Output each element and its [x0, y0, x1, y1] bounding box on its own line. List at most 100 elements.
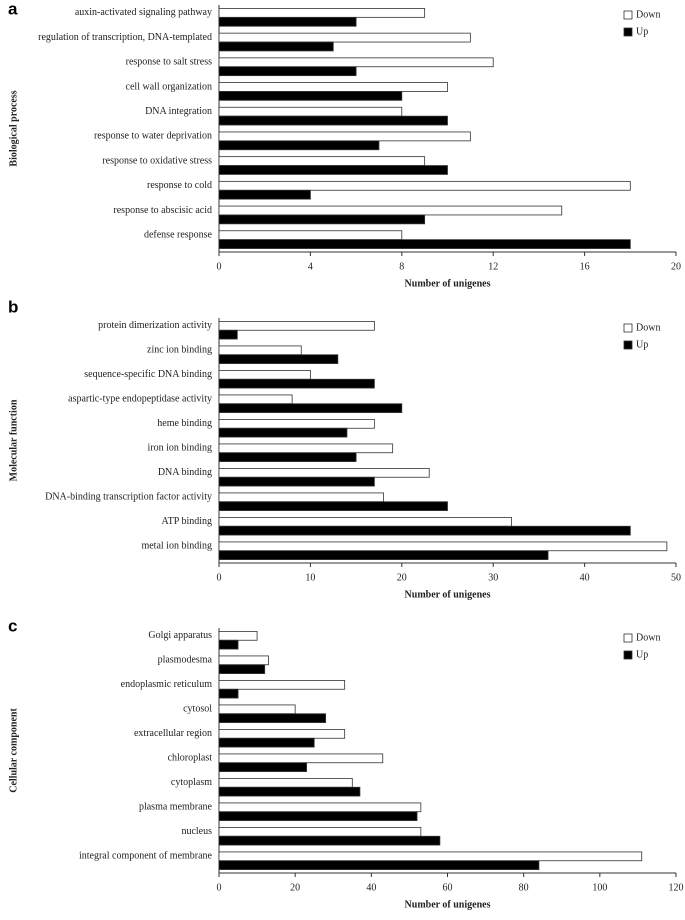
bar: [218, 106, 403, 117]
x-axis-title: Number of unigenes: [405, 589, 491, 600]
bar: [218, 664, 266, 674]
bar: [218, 704, 296, 715]
x-tick-label: 30: [488, 572, 498, 583]
bar: [218, 140, 380, 151]
category-label: integral component of membrane: [79, 851, 213, 862]
y-axis-title: Biological process: [8, 90, 19, 166]
legend-swatch: [623, 650, 633, 660]
x-tick-label: 0: [217, 882, 222, 893]
x-tick-label: 20: [290, 882, 300, 893]
y-axis-title: Molecular function: [8, 399, 19, 481]
bar: [218, 525, 631, 536]
legend-swatch: [623, 633, 633, 643]
bar: [218, 468, 430, 478]
legend-label: Down: [636, 632, 660, 643]
bar: [218, 57, 494, 68]
bar: [218, 370, 311, 380]
bar: [218, 115, 448, 126]
x-axis-title: Number of unigenes: [405, 899, 491, 910]
legend-label: Up: [636, 649, 648, 660]
category-label: response to oxidative stress: [102, 155, 212, 166]
x-tick-label: 4: [308, 261, 313, 272]
bar: [218, 452, 357, 462]
category-label: cytosol: [183, 704, 212, 715]
bar: [218, 32, 471, 43]
bar: [218, 230, 403, 241]
category-label: DNA-binding transcription factor activit…: [45, 492, 212, 503]
category-label: auxin-activated signaling pathway: [75, 7, 212, 18]
legend-label: Up: [636, 339, 648, 350]
panel-label: a: [8, 0, 18, 18]
bar: [218, 66, 357, 77]
bar: [218, 205, 563, 216]
category-label: defense response: [144, 230, 213, 241]
category-label: sequence-specific DNA binding: [84, 369, 212, 380]
bar: [218, 403, 403, 413]
x-tick-label: 0: [217, 572, 222, 583]
bar: [218, 41, 334, 52]
bar: [218, 345, 302, 356]
category-label: plasmodesma: [158, 655, 213, 666]
x-tick-label: 50: [671, 572, 681, 583]
bar: [218, 91, 403, 101]
bar: [218, 180, 631, 191]
category-label: extracellular region: [134, 728, 212, 739]
x-tick-label: 100: [592, 882, 607, 893]
bar: [218, 239, 631, 249]
x-tick-label: 40: [366, 882, 376, 893]
x-tick-label: 8: [399, 261, 404, 272]
bar: [218, 762, 307, 772]
bar: [218, 680, 346, 690]
bar: [218, 492, 384, 503]
bar: [218, 419, 375, 429]
bar: [218, 501, 448, 511]
bar: [218, 713, 327, 723]
category-label: response to cold: [147, 180, 212, 191]
panel-label: c: [8, 616, 17, 635]
x-axis-title: Number of unigenes: [405, 278, 491, 289]
legend-swatch: [623, 10, 633, 20]
bar: [218, 131, 471, 142]
bar: [218, 550, 549, 560]
category-label: plasma membrane: [139, 802, 213, 813]
legend-swatch: [623, 27, 633, 37]
x-tick-label: 60: [443, 882, 453, 893]
category-label: DNA binding: [158, 467, 212, 478]
bar: [218, 427, 348, 438]
bar: [218, 778, 353, 788]
category-label: cytoplasm: [171, 777, 212, 788]
bar: [218, 394, 293, 405]
x-tick-label: 20: [397, 572, 407, 583]
bar: [218, 214, 426, 225]
bar: [218, 378, 375, 389]
category-label: cell wall organization: [126, 81, 212, 92]
x-tick-label: 40: [580, 572, 590, 583]
bar: [218, 860, 540, 870]
category-label: ATP binding: [162, 516, 212, 527]
category-label: regulation of transcription, DNA-templat…: [38, 32, 212, 43]
category-label: response to water deprivation: [94, 131, 212, 142]
bar: [218, 835, 441, 846]
bar: [218, 737, 315, 748]
category-label: heme binding: [157, 418, 212, 429]
legend-label: Down: [636, 9, 660, 20]
bar: [218, 753, 384, 764]
bar: [218, 729, 346, 739]
bar: [218, 321, 375, 331]
category-label: zinc ion binding: [147, 345, 212, 356]
legend-label: Up: [636, 26, 648, 37]
x-tick-label: 80: [519, 882, 529, 893]
category-label: protein dimerization activity: [98, 320, 212, 331]
bar: [218, 517, 512, 527]
bar: [218, 443, 394, 454]
category-label: iron ion binding: [148, 443, 212, 454]
bar: [218, 329, 238, 340]
x-tick-label: 120: [669, 882, 684, 893]
bar: [218, 165, 448, 175]
bar: [218, 8, 426, 18]
category-label: metal ion binding: [141, 541, 212, 552]
legend-swatch: [623, 323, 633, 333]
category-label: response to salt stress: [126, 57, 212, 68]
category-label: aspartic-type endopeptidase activity: [68, 394, 212, 405]
